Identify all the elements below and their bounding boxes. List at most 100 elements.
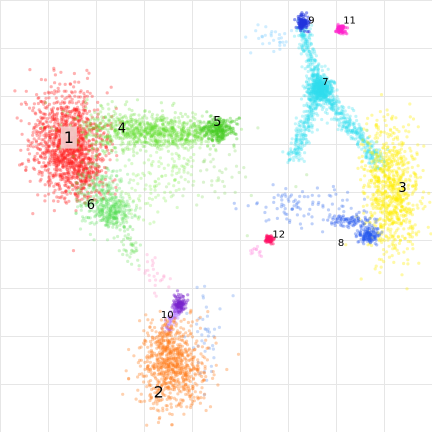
scatter-point-cluster-1 (48, 136, 52, 140)
scatter-point-cluster-7 (304, 117, 309, 121)
scatter-point-cluster-6 (128, 255, 132, 259)
scatter-point-cluster-4 (107, 107, 111, 111)
scatter-point-cluster-4 (170, 157, 174, 161)
scatter-point-cluster-7 (359, 128, 363, 132)
scatter-point-cluster-1 (47, 167, 51, 171)
scatter-point-cluster-1 (52, 151, 57, 155)
scatter-point-cluster-7 (291, 150, 295, 155)
scatter-point-cluster-7 (358, 135, 362, 139)
scatter-point-cluster-4 (159, 162, 163, 166)
scatter-point-cluster-1 (105, 91, 109, 95)
scatter-point-cluster-3 (407, 232, 411, 236)
scatter-point-cluster-7 (312, 68, 316, 72)
scatter-point-cluster-7 (307, 125, 312, 129)
scatter-point-cluster-4 (174, 151, 178, 156)
scatter-point-noise (295, 205, 299, 209)
scatter-point-cluster-3 (362, 127, 366, 131)
scatter-point-cluster-7 (310, 89, 314, 93)
scatter-point-cluster-4 (164, 199, 168, 203)
scatter-point-cluster-4 (120, 140, 124, 144)
scatter-point-cluster-2 (175, 384, 179, 389)
scatter-point-cluster-3 (397, 241, 402, 245)
scatter-point-cluster-7 (366, 136, 370, 140)
scatter-point-cluster-2 (196, 367, 200, 372)
scatter-point-cluster-7 (316, 113, 320, 117)
scatter-point-cluster-7 (334, 101, 338, 105)
scatter-point-cluster-7 (309, 113, 314, 117)
scatter-point-cluster-2 (164, 369, 168, 373)
scatter-point-noise (340, 204, 344, 208)
scatter-point-cluster-7 (318, 90, 322, 94)
scatter-point-cluster-7 (321, 73, 326, 77)
scatter-point-cluster-7 (368, 140, 372, 144)
scatter-point-cluster-4 (154, 180, 158, 184)
scatter-point-cluster-2 (169, 379, 174, 383)
scatter-point-cluster-3 (382, 130, 386, 134)
scatter-point-cluster-7 (333, 103, 337, 107)
scatter-point-cluster-4 (80, 130, 84, 134)
scatter-point-cluster-7 (304, 59, 308, 64)
scatter-point-cluster-7 (302, 119, 307, 123)
scatter-point-cluster-7 (312, 78, 316, 82)
scatter-point-cluster-1 (49, 171, 53, 175)
scatter-point-noise (249, 252, 253, 256)
scatter-point-cluster-3 (387, 244, 391, 248)
scatter-point-cluster-4 (148, 222, 152, 226)
scatter-point-cluster-7 (303, 37, 307, 41)
scatter-point-cluster-7 (371, 144, 375, 148)
scatter-point-cluster-7 (361, 138, 365, 142)
scatter-point-cluster-7 (308, 106, 312, 110)
scatter-point-noise (249, 51, 253, 55)
scatter-point-noise (222, 184, 226, 188)
scatter-point-cluster-10 (169, 320, 173, 324)
scatter-point-cluster-4 (170, 169, 174, 173)
scatter-point-noise (203, 349, 207, 353)
scatter-point-cluster-1 (52, 143, 56, 147)
scatter-point-cluster-7 (299, 135, 303, 139)
scatter-point-cluster-7 (300, 147, 304, 151)
scatter-point-cluster-1 (76, 164, 81, 168)
scatter-point-cluster-7 (286, 160, 290, 165)
scatter-point-noise (237, 170, 241, 175)
scatter-point-cluster-7 (354, 114, 358, 118)
scatter-point-cluster-4 (156, 210, 160, 214)
scatter-point-cluster-10 (168, 327, 172, 331)
scatter-point-cluster-6 (118, 228, 122, 232)
scatter-point-cluster-3 (396, 174, 400, 178)
scatter-point-cluster-1 (67, 94, 71, 98)
scatter-point-cluster-7 (314, 76, 318, 80)
scatter-point-cluster-1 (51, 106, 56, 110)
scatter-point-cluster-3 (379, 190, 383, 194)
scatter-point-cluster-7 (366, 149, 370, 153)
scatter-point-cluster-10 (168, 329, 172, 333)
scatter-point-cluster-4 (138, 194, 142, 198)
scatter-point-cluster-7 (371, 153, 375, 157)
scatter-point-cluster-2 (184, 366, 188, 370)
scatter-point-cluster-10 (163, 319, 167, 323)
scatter-point-cluster-3 (393, 145, 397, 149)
scatter-point-cluster-3 (369, 197, 373, 201)
scatter-point-cluster-2 (170, 412, 174, 417)
scatter-point-cluster-10 (172, 313, 176, 317)
scatter-point-cluster-6 (134, 241, 138, 245)
scatter-point-cluster-7 (363, 138, 367, 142)
scatter-point-cluster-1 (36, 130, 40, 134)
scatter-point-cluster-7 (327, 98, 331, 102)
scatter-point-cluster-10 (175, 313, 179, 317)
scatter-point-cluster-3 (400, 142, 405, 146)
scatter-point-cluster-7 (332, 106, 336, 110)
scatter-point-cluster-3 (380, 199, 384, 203)
scatter-point-cluster-7 (331, 104, 335, 108)
scatter-point-cluster-3 (410, 242, 415, 246)
scatter-point-noise (327, 215, 331, 219)
scatter-point-cluster-3 (410, 165, 414, 169)
scatter-point-cluster-7 (303, 117, 307, 121)
scatter-point-cluster-7 (319, 81, 323, 85)
scatter-point-cluster-4 (177, 167, 181, 171)
scatter-point-cluster-7 (340, 104, 344, 108)
scatter-point-noise (298, 207, 302, 211)
scatter-point-cluster-3 (370, 113, 374, 117)
scatter-point-cluster-7 (349, 130, 354, 135)
scatter-point-cluster-7 (323, 94, 327, 98)
scatter-point-cluster-4 (144, 183, 148, 187)
